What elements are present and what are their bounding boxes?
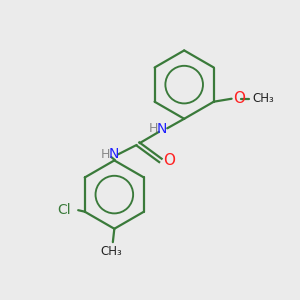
Text: CH₃: CH₃ — [252, 92, 274, 105]
Text: N: N — [108, 148, 118, 161]
Text: O: O — [233, 91, 245, 106]
Text: N: N — [157, 122, 167, 136]
Text: CH₃: CH₃ — [100, 245, 122, 258]
Text: H: H — [149, 122, 158, 135]
Text: O: O — [164, 153, 175, 168]
Text: Cl: Cl — [58, 202, 71, 217]
Text: H: H — [101, 148, 110, 161]
